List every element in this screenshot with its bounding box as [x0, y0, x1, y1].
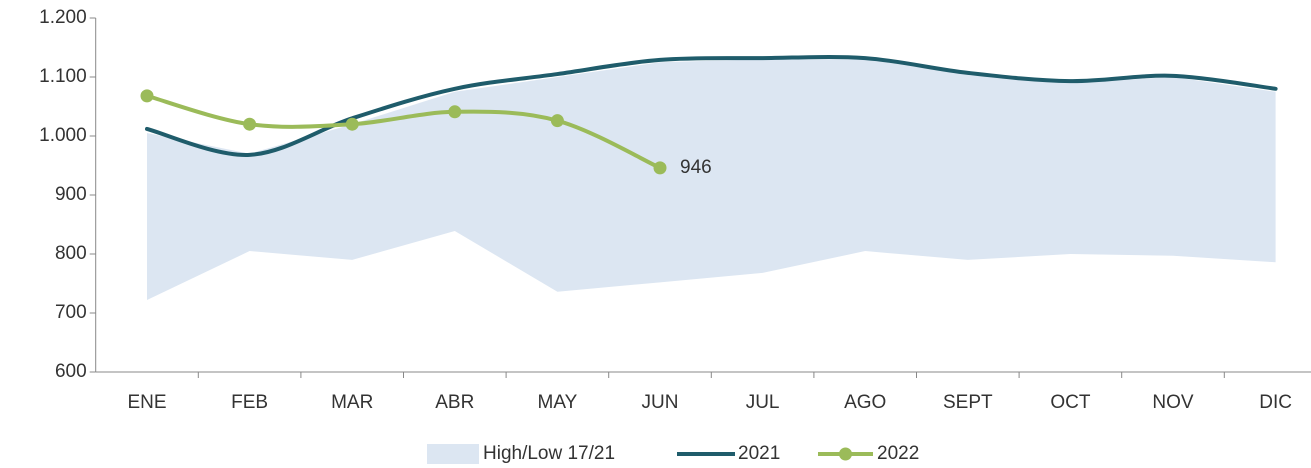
y-tick-label: 700: [55, 302, 87, 323]
marker: [653, 161, 667, 175]
y-tick-label: 800: [55, 243, 87, 264]
marker: [243, 117, 257, 131]
marker: [448, 105, 462, 119]
legend-swatch: [427, 444, 479, 464]
high-low-area: [147, 59, 1276, 301]
data-label: 946: [680, 157, 712, 178]
y-tick-label: 600: [55, 361, 87, 382]
x-tick-label: MAY: [538, 392, 578, 413]
legend-label: 2022: [877, 443, 919, 464]
x-tick-label: JUL: [746, 392, 780, 413]
x-tick-label: FEB: [231, 392, 268, 413]
marker: [550, 114, 564, 128]
x-tick-label: AGO: [844, 392, 886, 413]
x-tick-label: ENE: [127, 392, 166, 413]
line-1: [145, 54, 1278, 157]
line-2: [145, 93, 662, 170]
x-tick-label: ABR: [435, 392, 474, 413]
marker: [345, 117, 359, 131]
x-tick-label: DIC: [1259, 392, 1292, 413]
marker: [140, 89, 154, 103]
x-tick-label: NOV: [1152, 392, 1194, 413]
y-tick-label: 1.100: [39, 66, 87, 87]
y-tick-label: 900: [55, 184, 87, 205]
x-tick-label: OCT: [1050, 392, 1091, 413]
legend-marker: [839, 447, 852, 461]
x-tick-label: SEPT: [943, 392, 993, 413]
legend-label: 2021: [738, 443, 780, 464]
y-tick-label: 1.000: [39, 125, 87, 146]
x-tick-label: JUN: [642, 392, 679, 413]
x-tick-label: MAR: [331, 392, 373, 413]
y-tick-label: 1.200: [39, 7, 87, 28]
legend-label: High/Low 17/21: [483, 443, 615, 464]
